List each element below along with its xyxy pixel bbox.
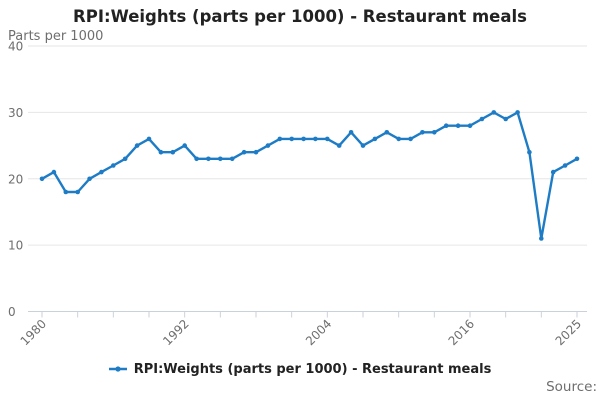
data-point-2011[interactable] xyxy=(408,136,413,142)
data-point-1983[interactable] xyxy=(75,189,80,195)
data-point-1999[interactable] xyxy=(265,143,271,148)
data-point-2021[interactable] xyxy=(527,149,532,155)
data-point-2000[interactable] xyxy=(277,136,283,142)
chart-legend: RPI:Weights (parts per 1000) - Restauran… xyxy=(0,360,600,378)
data-point-2001[interactable] xyxy=(289,136,295,142)
data-point-1995[interactable] xyxy=(218,156,223,162)
data-point-2007[interactable] xyxy=(360,143,366,148)
chart-canvas: 0 10 20 30 40 1980 1992 2004 2016 2025 xyxy=(8,40,587,348)
data-point-2004[interactable] xyxy=(325,136,330,142)
y-tick-label-20: 20 xyxy=(8,172,23,186)
data-point-1988[interactable] xyxy=(134,143,140,148)
source-label: Source: xyxy=(546,379,597,395)
data-point-2005[interactable] xyxy=(336,143,342,148)
data-point-1993[interactable] xyxy=(194,156,199,162)
data-point-2022[interactable] xyxy=(539,236,544,241)
data-point-2023[interactable] xyxy=(550,169,556,175)
data-point-2003[interactable] xyxy=(313,136,318,142)
data-point-1994[interactable] xyxy=(206,156,211,162)
data-point-1982[interactable] xyxy=(63,189,69,195)
data-point-2012[interactable] xyxy=(420,130,425,135)
data-point-1987[interactable] xyxy=(122,156,128,162)
data-point-2006[interactable] xyxy=(348,130,354,135)
data-point-2010[interactable] xyxy=(396,136,402,142)
legend-marker-dot xyxy=(115,366,121,372)
legend-label: RPI:Weights (parts per 1000) - Restauran… xyxy=(133,361,492,377)
data-point-1997[interactable] xyxy=(241,149,247,155)
data-point-1981[interactable] xyxy=(51,169,57,175)
data-point-2009[interactable] xyxy=(384,130,390,135)
data-point-1985[interactable] xyxy=(99,169,104,175)
data-point-1998[interactable] xyxy=(253,149,259,155)
data-point-1984[interactable] xyxy=(87,176,92,182)
data-point-1992[interactable] xyxy=(182,143,187,148)
chart-title: RPI:Weights (parts per 1000) - Restauran… xyxy=(73,7,527,26)
x-tick-label-2016: 2016 xyxy=(446,317,477,348)
data-point-2016[interactable] xyxy=(467,123,473,128)
data-point-2024[interactable] xyxy=(562,163,568,168)
y-tick-label-30: 30 xyxy=(8,106,23,120)
data-point-2017[interactable] xyxy=(479,116,485,122)
data-point-2013[interactable] xyxy=(432,130,437,135)
y-tick-label-10: 10 xyxy=(8,239,23,253)
legend-line-dot-icon xyxy=(108,366,127,372)
data-point-2025[interactable] xyxy=(574,156,580,162)
data-point-1991[interactable] xyxy=(170,149,176,155)
x-tick-label-1980: 1980 xyxy=(18,317,49,348)
data-point-1996[interactable] xyxy=(229,156,235,162)
x-tick-label-1992: 1992 xyxy=(160,317,191,348)
y-tick-label-40: 40 xyxy=(8,40,23,54)
x-tick-label-2004: 2004 xyxy=(303,317,334,348)
data-point-2014[interactable] xyxy=(443,123,449,128)
data-point-2008[interactable] xyxy=(372,136,378,142)
data-point-2002[interactable] xyxy=(301,136,306,142)
data-point-1990[interactable] xyxy=(158,149,164,155)
y-tick-label-0: 0 xyxy=(8,305,16,319)
data-point-1986[interactable] xyxy=(111,163,116,168)
data-point-2015[interactable] xyxy=(455,123,461,128)
data-point-2019[interactable] xyxy=(503,116,509,122)
data-point-2020[interactable] xyxy=(515,110,520,115)
x-tick-label-2025: 2025 xyxy=(553,317,584,348)
y-axis-units-label: Parts per 1000 xyxy=(8,29,104,44)
series-line-0 xyxy=(40,111,579,240)
data-point-2018[interactable] xyxy=(491,110,497,115)
data-point-1980[interactable] xyxy=(39,176,45,182)
data-point-1989[interactable] xyxy=(146,136,152,142)
legend-item-series-0[interactable]: RPI:Weights (parts per 1000) - Restauran… xyxy=(108,361,492,377)
